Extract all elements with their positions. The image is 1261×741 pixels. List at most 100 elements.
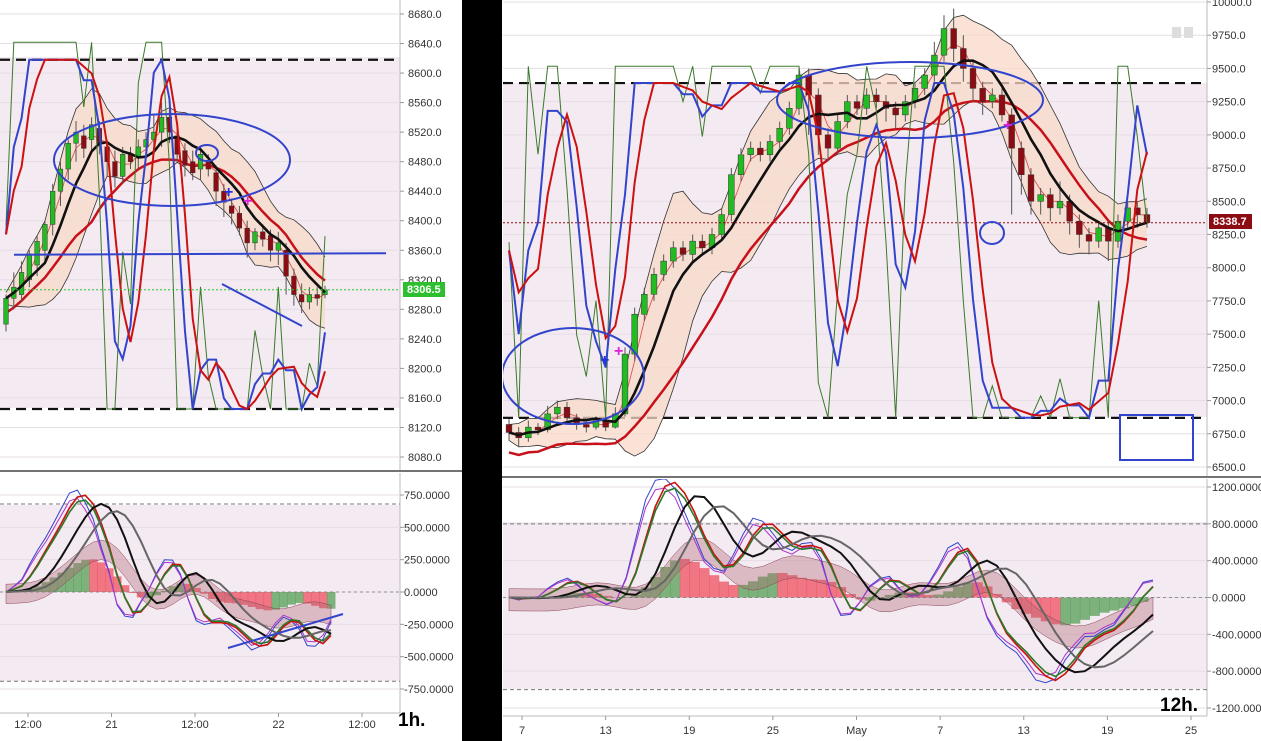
- y-tick-label: 8500.0: [1212, 196, 1246, 208]
- y-tick-label: 750.0000: [404, 490, 450, 502]
- histogram-bar: [287, 592, 296, 605]
- candle: [1047, 194, 1054, 209]
- y-tick-label: 8600.0: [408, 68, 442, 80]
- histogram-bar: [1128, 597, 1139, 606]
- candle: [57, 168, 64, 192]
- candle: [197, 154, 204, 170]
- candle: [863, 94, 870, 109]
- candle: [554, 406, 561, 415]
- candle: [205, 161, 211, 170]
- candle: [824, 134, 832, 149]
- candle: [505, 424, 513, 433]
- y-tick-label: 8000.0: [1212, 263, 1246, 275]
- histogram-bar: [874, 597, 886, 599]
- histogram-bar: [845, 593, 856, 598]
- histogram-bar: [1118, 597, 1130, 609]
- histogram-bar: [192, 587, 201, 592]
- drawn-ellipse: [503, 327, 645, 425]
- x-tick-label: 22: [272, 719, 284, 731]
- histogram-bar: [728, 584, 739, 598]
- drawn-ellipse: [53, 113, 291, 207]
- histogram-bar: [660, 567, 671, 598]
- stochastic-fast-line: [508, 65, 1148, 420]
- y-tick-label: 9500.0: [1212, 63, 1246, 75]
- chart-settings-icons[interactable]: [1172, 27, 1193, 38]
- histogram-bar: [200, 592, 209, 594]
- histogram-bar: [982, 586, 993, 598]
- candle: [1018, 147, 1025, 175]
- histogram-bar: [855, 597, 866, 600]
- x-tick-label: 12:00: [348, 719, 376, 731]
- candle: [699, 240, 706, 249]
- candle: [283, 250, 289, 277]
- histogram-bar: [128, 592, 138, 594]
- candle: [902, 101, 909, 116]
- histogram-bar: [168, 586, 177, 592]
- candle: [1037, 194, 1044, 202]
- histogram-bar: [787, 575, 798, 598]
- y-tick-label: 8750.0: [1212, 163, 1246, 175]
- histogram-bar: [1011, 597, 1022, 610]
- sell-marker-icon: +: [1003, 117, 1012, 134]
- histogram-bar: [796, 577, 808, 598]
- histogram-bar: [1050, 597, 1061, 625]
- candle: [120, 154, 126, 177]
- y-tick-label: 7000.0: [1212, 396, 1246, 408]
- histogram-bar: [884, 594, 895, 598]
- x-tick-label: 19: [1101, 725, 1113, 737]
- candle: [42, 224, 48, 251]
- histogram-bar: [767, 573, 778, 598]
- histogram-bar: [105, 568, 114, 592]
- y-tick-label: 9000.0: [1212, 130, 1246, 142]
- candle: [757, 147, 764, 156]
- x-tick-label: 7: [519, 725, 525, 737]
- histogram-bar: [1089, 597, 1100, 616]
- right-current-price-tag: 8338.7: [1209, 214, 1252, 229]
- candle: [34, 241, 40, 266]
- histogram-bar: [1138, 597, 1149, 602]
- histogram-bar: [1079, 597, 1091, 620]
- y-tick-label: 8520.0: [408, 127, 442, 139]
- oscillator-cloud: [5, 539, 332, 629]
- y-tick-label: 1200.0000: [1212, 482, 1261, 494]
- histogram-bar: [1099, 597, 1110, 613]
- y-tick-label: 9250.0: [1212, 97, 1246, 109]
- candle: [190, 161, 196, 173]
- candle: [583, 424, 590, 428]
- candle: [50, 190, 56, 225]
- candle: [747, 147, 754, 156]
- candle: [1085, 234, 1093, 242]
- y-tick-label: 8680.0: [408, 9, 442, 21]
- bollinger-lower-line: [5, 161, 326, 329]
- histogram-bar: [718, 581, 730, 598]
- histogram-bar: [943, 591, 954, 598]
- bollinger-band-fill: [509, 15, 1147, 457]
- y-tick-label: 10000.0: [1212, 0, 1252, 9]
- histogram-bar: [699, 568, 710, 598]
- histogram-bar: [295, 592, 304, 603]
- histogram-bar: [835, 587, 847, 598]
- histogram-bar: [89, 559, 98, 592]
- y-tick-label: 7250.0: [1212, 362, 1246, 374]
- y-tick-label: 8250.0: [1212, 230, 1246, 242]
- histogram-bar: [160, 590, 169, 592]
- candle: [236, 213, 242, 229]
- stochastic-fast-line: [5, 41, 326, 410]
- candle: [213, 172, 219, 192]
- candle: [275, 242, 281, 251]
- candle: [1056, 201, 1064, 209]
- histogram-bar: [303, 592, 312, 604]
- histogram-bar: [81, 559, 90, 592]
- slow-moving-average-line: [5, 158, 326, 315]
- candle: [998, 94, 1006, 116]
- oscillator-green-line: [508, 487, 1154, 678]
- y-tick-label: 8280.0: [408, 304, 442, 316]
- y-tick-label: 250.0000: [404, 555, 450, 567]
- candle: [159, 117, 165, 133]
- candle: [766, 141, 774, 156]
- drawn-trend-line: [221, 283, 303, 327]
- histogram-bar: [1040, 597, 1052, 622]
- candle: [1076, 220, 1083, 235]
- candle: [252, 231, 258, 244]
- histogram-bar: [152, 592, 162, 596]
